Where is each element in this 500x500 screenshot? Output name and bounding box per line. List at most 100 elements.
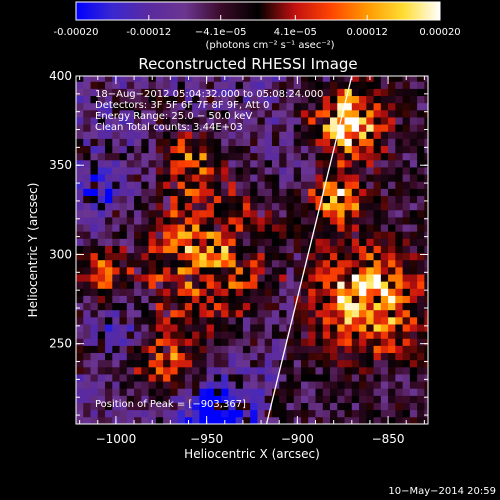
heatmap-cell <box>213 145 222 154</box>
heatmap-cell <box>242 388 251 396</box>
heatmap-cell <box>170 338 179 346</box>
heatmap-cell <box>308 366 316 375</box>
heatmap-cell <box>257 159 266 168</box>
heatmap-cell <box>134 202 142 211</box>
heatmap-cell <box>206 188 215 196</box>
heatmap-cell <box>279 174 287 182</box>
heatmap-cell <box>83 288 91 296</box>
heatmap-cell <box>388 152 396 161</box>
heatmap-cell <box>112 395 120 403</box>
heatmap-cell <box>300 402 309 411</box>
heatmap-cell <box>192 216 200 225</box>
heatmap-cell <box>337 324 345 332</box>
heatmap-cell <box>351 388 360 396</box>
heatmap-cell <box>409 338 418 346</box>
heatmap-cell <box>206 416 215 424</box>
heatmap-cell <box>344 416 353 424</box>
heatmap-cell <box>206 409 215 418</box>
heatmap-cell <box>300 359 309 368</box>
heatmap-cell <box>170 109 179 118</box>
heatmap-cell <box>228 195 237 204</box>
heatmap-cell <box>250 416 258 424</box>
heatmap-cell <box>192 302 200 311</box>
heatmap-cell <box>76 159 84 168</box>
heatmap-cell <box>235 124 244 132</box>
heatmap-cell <box>242 402 251 411</box>
heatmap-cell <box>97 359 106 368</box>
heatmap-cell <box>250 195 258 204</box>
heatmap-cell <box>402 366 411 375</box>
heatmap-cell <box>242 238 251 246</box>
heatmap-cell <box>366 174 374 182</box>
heatmap-cell <box>271 181 280 189</box>
heatmap-cell <box>330 295 338 304</box>
heatmap-cell <box>134 159 142 168</box>
heatmap-cell <box>373 338 382 346</box>
heatmap-cell <box>315 274 324 282</box>
heatmap-cell <box>330 381 338 389</box>
heatmap-cell <box>242 395 251 403</box>
heatmap-cell <box>221 252 229 261</box>
heatmap-cell <box>359 109 367 118</box>
heatmap-cell <box>417 81 425 89</box>
heatmap-cell <box>293 209 302 218</box>
heatmap-cell <box>351 416 360 424</box>
y-tick-label: 250 <box>49 337 72 351</box>
heatmap-cell <box>221 174 229 182</box>
heatmap-cell <box>424 352 428 361</box>
heatmap-cell <box>235 202 244 211</box>
heatmap-cell <box>105 259 113 268</box>
heatmap-cell <box>163 174 171 182</box>
heatmap-cell <box>366 88 374 97</box>
heatmap-cell <box>402 281 411 289</box>
heatmap-cell <box>228 238 237 246</box>
heatmap-cell <box>315 95 324 104</box>
heatmap-cell <box>228 266 237 275</box>
heatmap-cell <box>424 259 428 268</box>
heatmap-cell <box>409 109 418 118</box>
x-tick-label: −1000 <box>96 432 137 446</box>
heatmap-cell <box>330 95 338 104</box>
heatmap-cell <box>300 245 309 254</box>
heatmap-cell <box>112 324 120 332</box>
heatmap-cell <box>322 266 331 275</box>
heatmap-cell <box>83 159 91 168</box>
heatmap-cell <box>221 359 229 368</box>
heatmap-cell <box>141 281 149 289</box>
heatmap-cell <box>344 152 353 161</box>
heatmap-cell <box>235 331 244 339</box>
heatmap-cell <box>97 252 106 261</box>
heatmap-cell <box>279 331 287 339</box>
heatmap-cell <box>257 395 266 403</box>
heatmap-cell <box>366 81 374 89</box>
heatmap-cell <box>409 352 418 361</box>
heatmap-cell <box>235 224 244 232</box>
heatmap-cell <box>126 231 135 239</box>
heatmap-cell <box>192 402 200 411</box>
heatmap-cell <box>76 216 84 225</box>
heatmap-cell <box>192 88 200 97</box>
heatmap-cell <box>206 138 215 146</box>
heatmap-cell <box>330 188 338 196</box>
heatmap-cell <box>279 324 287 332</box>
heatmap-cell <box>373 152 382 161</box>
heatmap-cell <box>257 288 266 296</box>
heatmap-cell <box>330 138 338 146</box>
heatmap-cell <box>177 252 186 261</box>
heatmap-cell <box>192 381 200 389</box>
x-tick-label: −950 <box>190 432 223 446</box>
footer-timestamp: 10−May−2014 20:59 <box>388 486 496 497</box>
heatmap-cell <box>112 117 120 125</box>
heatmap-cell <box>366 316 374 325</box>
heatmap-cell <box>366 252 374 261</box>
heatmap-cell <box>199 324 208 332</box>
heatmap-cell <box>76 195 84 204</box>
heatmap-cell <box>126 174 135 182</box>
heatmap-cell <box>228 145 237 154</box>
heatmap-cell <box>148 88 157 97</box>
heatmap-cell <box>170 117 179 125</box>
heatmap-cell <box>257 374 266 382</box>
heatmap-cell <box>257 216 266 225</box>
heatmap-cell <box>141 152 149 161</box>
